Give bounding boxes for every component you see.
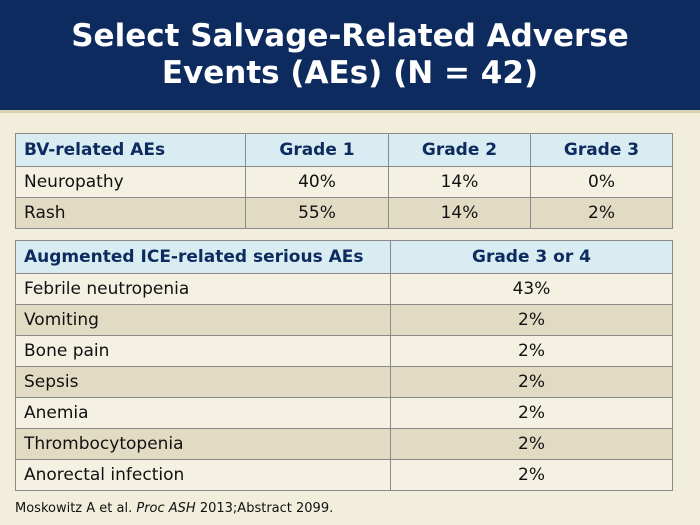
table-cell: 2% — [390, 366, 673, 398]
column-header: Grade 2 — [388, 133, 531, 167]
table-row: Vomiting 2% — [15, 304, 673, 336]
column-header: Grade 3 or 4 — [390, 240, 673, 274]
table-cell: 2% — [530, 197, 673, 229]
ice-serious-adverse-events-table: Augmented ICE-related serious AEs Grade … — [15, 240, 673, 491]
table-cell: 2% — [390, 304, 673, 336]
column-header: Grade 1 — [245, 133, 389, 167]
table-cell: Febrile neutropenia — [15, 273, 391, 305]
table-cell: 14% — [388, 197, 531, 229]
table-cell: 40% — [245, 166, 389, 198]
title-banner: Select Salvage-Related Adverse Events (A… — [0, 0, 700, 110]
table-cell: 14% — [388, 166, 531, 198]
slide-title-line-1: Select Salvage-Related Adverse — [71, 18, 629, 54]
citation-details: 2013;Abstract 2099. — [195, 501, 334, 516]
table-row: Anorectal infection 2% — [15, 459, 673, 491]
table-row: Bone pain 2% — [15, 335, 673, 367]
column-header: Augmented ICE-related serious AEs — [15, 240, 391, 274]
table-cell: Bone pain — [15, 335, 391, 367]
citation-authors: Moskowitz A et al. — [15, 501, 137, 516]
table-cell: 55% — [245, 197, 389, 229]
table-cell: Sepsis — [15, 366, 391, 398]
column-header: BV-related AEs — [15, 133, 246, 167]
slide-title-line-2: Events (AEs) (N = 42) — [161, 55, 539, 91]
table-row: Rash 55% 14% 2% — [15, 197, 673, 229]
table-row: Anemia 2% — [15, 397, 673, 429]
table-cell: Vomiting — [15, 304, 391, 336]
table-cell: Anemia — [15, 397, 391, 429]
table-cell: Thrombocytopenia — [15, 428, 391, 460]
table-cell: Anorectal infection — [15, 459, 391, 491]
table-cell: 43% — [390, 273, 673, 305]
table-cell: Rash — [15, 197, 246, 229]
table-row: Sepsis 2% — [15, 366, 673, 398]
citation-journal: Proc ASH — [136, 501, 196, 516]
table-cell: Neuropathy — [15, 166, 246, 198]
table-cell: 2% — [390, 397, 673, 429]
table-cell: 2% — [390, 335, 673, 367]
table-row: Neuropathy 40% 14% 0% — [15, 166, 673, 198]
citation: Moskowitz A et al. Proc ASH 2013;Abstrac… — [15, 501, 333, 516]
column-header: Grade 3 — [530, 133, 673, 167]
table-cell: 2% — [390, 459, 673, 491]
table-header-row: BV-related AEs Grade 1 Grade 2 Grade 3 — [15, 133, 673, 167]
table-cell: 2% — [390, 428, 673, 460]
table-cell: 0% — [530, 166, 673, 198]
slide-title: Select Salvage-Related Adverse Events (A… — [71, 18, 629, 92]
bv-adverse-events-table: BV-related AEs Grade 1 Grade 2 Grade 3 N… — [15, 133, 673, 229]
table-header-row: Augmented ICE-related serious AEs Grade … — [15, 240, 673, 274]
header-divider — [0, 110, 700, 113]
table-row: Febrile neutropenia 43% — [15, 273, 673, 305]
table-row: Thrombocytopenia 2% — [15, 428, 673, 460]
